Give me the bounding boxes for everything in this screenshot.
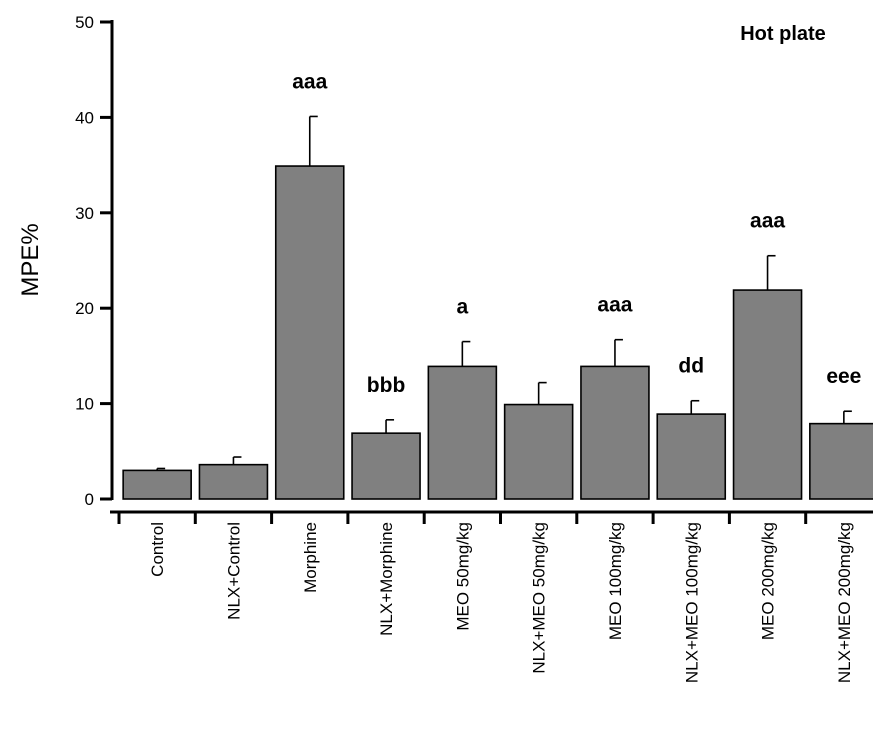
- significance-label: bbb: [367, 374, 405, 397]
- bar: [274, 165, 345, 500]
- bar: [503, 403, 574, 500]
- category-labels-group: Control NLX+Control Morphine NLX+Morphine ME…: [148, 522, 854, 683]
- y-tick-label: 10: [75, 395, 94, 414]
- significance-label: a: [457, 296, 469, 319]
- category-label: MEO 100mg/kg: [606, 522, 625, 640]
- significance-label: aaa: [292, 70, 327, 93]
- category-label: NLX+Control: [224, 522, 243, 620]
- category-label: MEO 50mg/kg: [453, 522, 472, 631]
- category-label: NLX+MEO 200mg/kg: [835, 522, 854, 683]
- category-label: Morphine: [301, 522, 320, 593]
- bars-group: [122, 165, 873, 500]
- category-label: NLX+MEO 100mg/kg: [682, 522, 701, 683]
- significance-label: dd: [678, 355, 704, 378]
- chart-title: Hot plate: [740, 23, 826, 45]
- y-tick-label: 0: [85, 490, 94, 509]
- bar: [122, 469, 192, 500]
- category-label: MEO 200mg/kg: [759, 522, 778, 640]
- y-tick-label: 20: [75, 299, 94, 318]
- significance-label: aaa: [597, 294, 632, 317]
- bar: [656, 413, 727, 500]
- bar: [580, 365, 650, 500]
- bar: [351, 432, 421, 500]
- y-axis-title: MPE%: [17, 223, 44, 296]
- y-tick-label: 50: [75, 13, 94, 32]
- bar: [198, 463, 269, 500]
- x-axis: [110, 510, 873, 524]
- bar: [809, 422, 873, 500]
- bar: [427, 365, 498, 500]
- category-label: NLX+Morphine: [377, 522, 396, 636]
- category-label: NLX+MEO 50mg/kg: [530, 522, 549, 674]
- error-bars-group: [156, 115, 852, 471]
- y-axis: 0 10 20 30 40 50: [75, 13, 114, 509]
- y-tick-label: 40: [75, 108, 94, 127]
- significance-label: aaa: [750, 210, 785, 233]
- significance-label: eee: [826, 365, 861, 388]
- bar: [732, 289, 803, 500]
- category-label: Control: [148, 522, 167, 577]
- y-tick-label: 30: [75, 204, 94, 223]
